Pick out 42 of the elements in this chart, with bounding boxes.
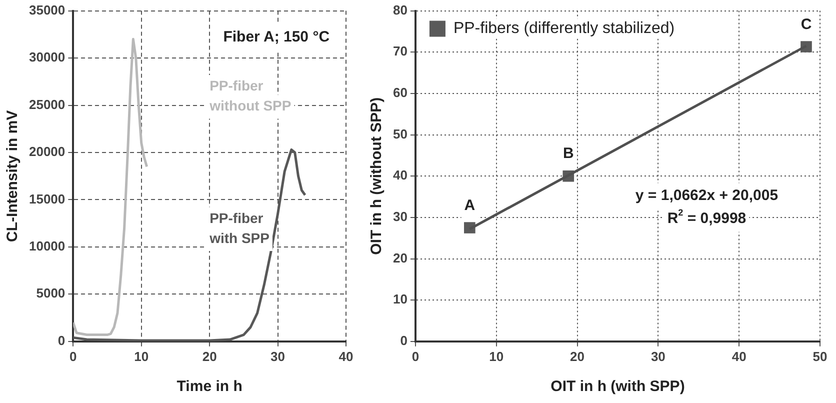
y-tick-label: 20000 [28,144,66,160]
x-tick-label: 40 [338,348,354,364]
annotation: A [464,196,476,214]
y-tick-label: 70 [392,44,408,59]
annotation: y = 1,0662x + 20,005 [635,187,778,204]
y-tick-label: 35000 [28,2,66,18]
series-label: PP-fiber with SPP [208,210,270,246]
y-tick-label: 5000 [36,286,66,301]
text: PP-fiber without SPP [208,78,292,114]
x-tick-label: 30 [650,348,666,364]
y-tick-label: 10000 [28,238,66,254]
y-tick-label: 20 [392,250,408,266]
x-tick-label: 50 [812,348,828,364]
y-tick-label: 0 [400,332,408,348]
annotation: Fiber A; 150 °C [223,28,330,46]
annotation: B [562,145,574,162]
point [800,41,812,52]
x-axis-title: Time in h [176,378,242,396]
legend-label: PP-fibers (differently stabilized) [453,20,675,38]
x-tick-label: 10 [489,348,504,364]
y-tick-label: 40 [392,168,408,183]
x-tick-label: 0 [412,348,420,364]
y-tick-label: 30000 [28,50,66,65]
x-tick-label: 20 [570,348,585,364]
x-tick-label: 0 [70,348,77,364]
y-tick-label: 30 [392,209,408,224]
x-tick-label: 20 [202,348,217,364]
y-axis-title: CL-Intensity in mV [4,110,22,242]
y-tick-label: 25000 [28,96,66,112]
x-tick-label: 30 [270,348,286,364]
y-axis-title: OIT in h (without SPP) [368,97,386,255]
x-tick-label: 10 [134,348,149,364]
y-tick-label: 50 [392,126,408,142]
point [464,222,476,234]
x-tick-label: 40 [732,348,746,364]
annotation: C [800,16,812,33]
y-tick-label: 10 [392,292,408,307]
x-axis-title: OIT in h (with SPP) [550,378,685,396]
y-tick-label: 0 [58,332,66,348]
y-tick-label: 80 [392,2,408,18]
y-tick-label: 60 [392,85,408,100]
y-tick-label: 15000 [28,191,66,206]
